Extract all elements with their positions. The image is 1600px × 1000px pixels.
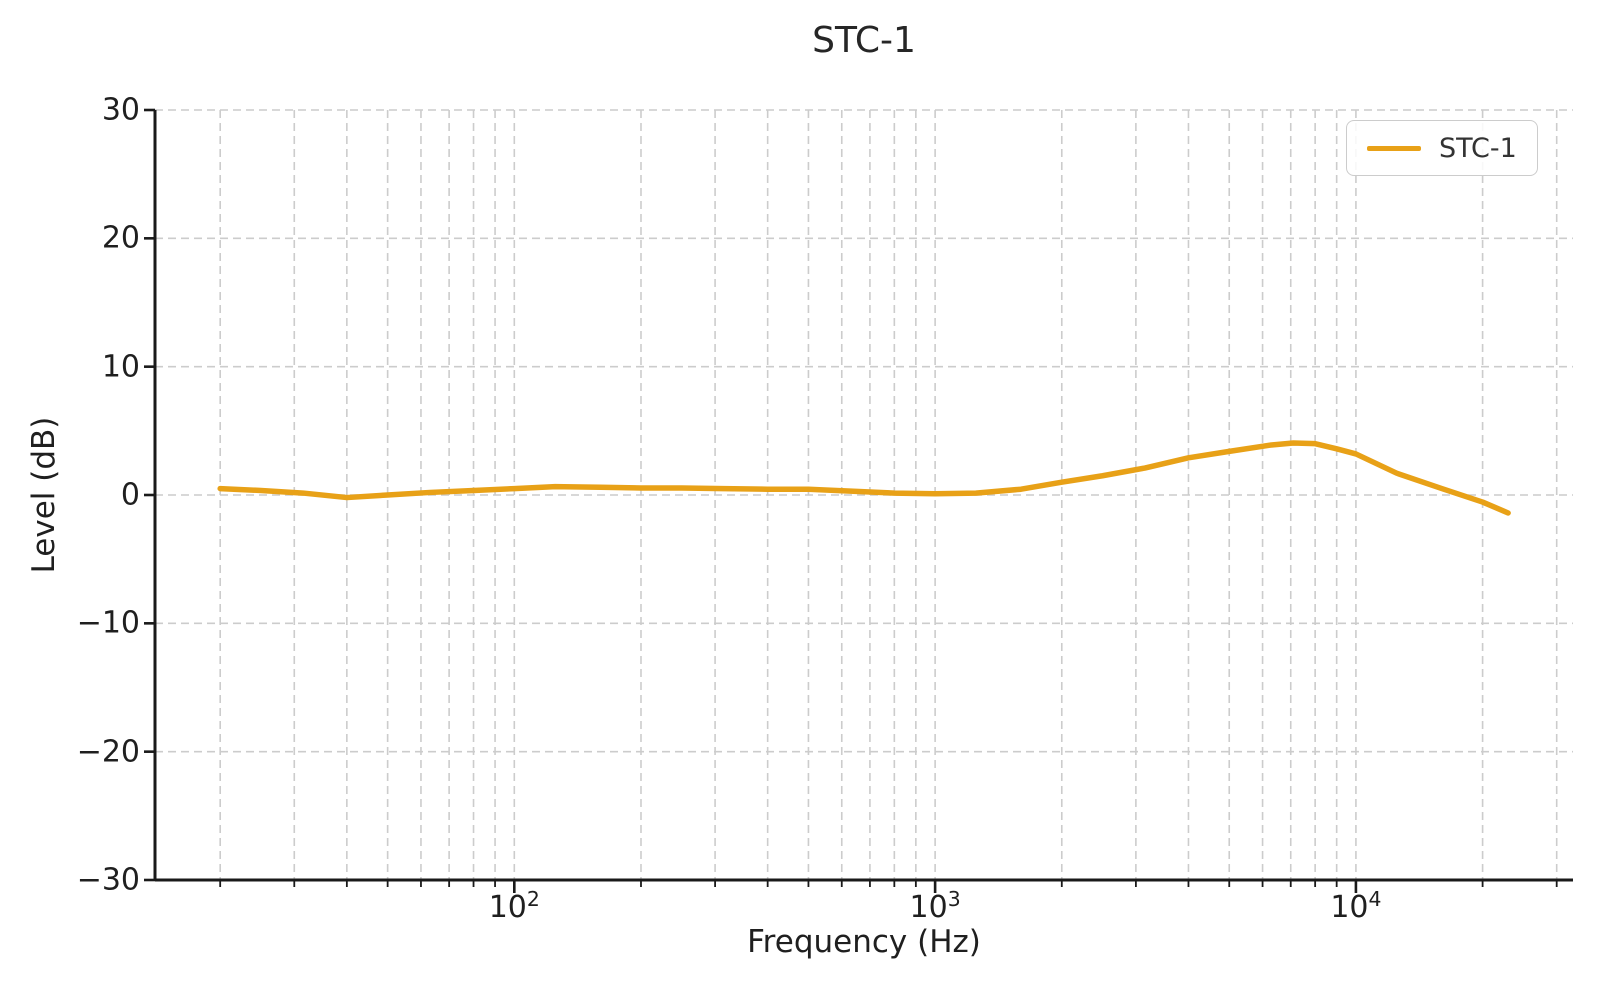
x-tick-label: 104 <box>1330 887 1382 925</box>
y-tick-label: 30 <box>101 92 140 128</box>
y-tick-label: −10 <box>76 605 140 641</box>
y-tick-label: −20 <box>76 734 140 770</box>
x-tick-label: 103 <box>909 887 961 925</box>
series-line-STC-1 <box>217 440 1511 516</box>
x-axis-label: Frequency (Hz) <box>747 924 981 960</box>
legend-line-swatch <box>1367 145 1421 151</box>
y-tick-label: −30 <box>76 862 140 898</box>
y-tick-label: 10 <box>101 349 140 385</box>
chart-title: STC-1 <box>812 20 916 61</box>
x-tick-label: 102 <box>488 887 540 925</box>
y-tick-label: 0 <box>120 477 140 513</box>
y-tick-label: 20 <box>101 220 140 256</box>
legend-label: STC-1 <box>1439 132 1517 164</box>
legend: STC-1 <box>1346 120 1538 176</box>
